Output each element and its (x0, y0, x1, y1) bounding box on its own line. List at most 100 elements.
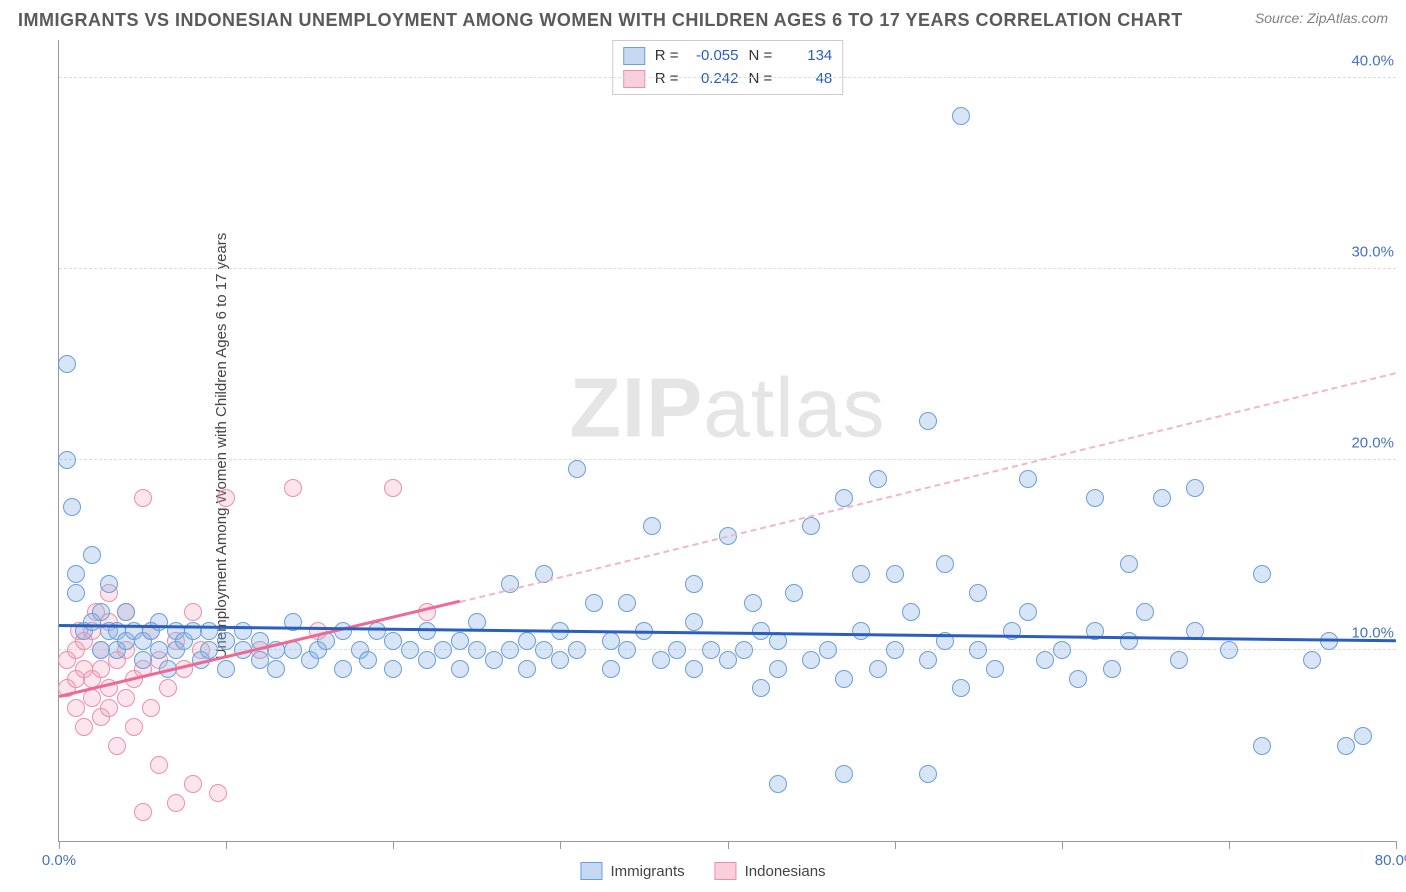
data-point (685, 660, 703, 678)
data-point (719, 651, 737, 669)
chart-title: IMMIGRANTS VS INDONESIAN UNEMPLOYMENT AM… (18, 10, 1183, 31)
data-point (702, 641, 720, 659)
r-value: -0.055 (689, 45, 739, 68)
data-point (418, 651, 436, 669)
r-value: 0.242 (689, 68, 739, 91)
stats-row-indonesians: R = 0.242 N = 48 (623, 68, 833, 91)
data-point (785, 584, 803, 602)
data-point (251, 651, 269, 669)
data-point (919, 765, 937, 783)
data-point (518, 660, 536, 678)
data-point (359, 651, 377, 669)
data-point (919, 412, 937, 430)
r-label: R = (655, 45, 679, 68)
data-point (668, 641, 686, 659)
data-point (384, 660, 402, 678)
data-point (618, 641, 636, 659)
correlation-stats-box: R = -0.055 N = 134 R = 0.242 N = 48 (612, 40, 844, 95)
data-point (100, 699, 118, 717)
data-point (134, 489, 152, 507)
x-tick (560, 841, 561, 849)
data-point (67, 699, 85, 717)
data-point (1354, 727, 1372, 745)
data-point (58, 451, 76, 469)
data-point (1337, 737, 1355, 755)
legend-label: Indonesians (745, 863, 826, 880)
grid-line (59, 459, 1396, 460)
data-point (63, 498, 81, 516)
data-point (150, 756, 168, 774)
data-point (602, 632, 620, 650)
data-point (769, 775, 787, 793)
data-point (986, 660, 1004, 678)
data-point (58, 355, 76, 373)
data-point (1053, 641, 1071, 659)
x-tick (226, 841, 227, 849)
data-point (1253, 737, 1271, 755)
data-point (568, 641, 586, 659)
data-point (234, 622, 252, 640)
data-point (835, 489, 853, 507)
data-point (368, 622, 386, 640)
data-point (468, 641, 486, 659)
grid-line (59, 268, 1396, 269)
data-point (1136, 603, 1154, 621)
data-point (1086, 489, 1104, 507)
data-point (835, 765, 853, 783)
data-point (1036, 651, 1054, 669)
watermark: ZIPatlas (569, 360, 885, 457)
swatch-blue-icon (623, 47, 645, 65)
data-point (384, 632, 402, 650)
n-value: 134 (782, 45, 832, 68)
data-point (685, 613, 703, 631)
x-tick (895, 841, 896, 849)
data-point (585, 594, 603, 612)
data-point (92, 641, 110, 659)
data-point (919, 651, 937, 669)
data-point (1069, 670, 1087, 688)
y-tick-label: 40.0% (1351, 53, 1398, 70)
data-point (869, 660, 887, 678)
y-tick-label: 20.0% (1351, 434, 1398, 451)
data-point (159, 679, 177, 697)
data-point (886, 641, 904, 659)
data-point (217, 660, 235, 678)
data-point (1186, 479, 1204, 497)
data-point (1253, 565, 1271, 583)
data-point (184, 775, 202, 793)
stats-row-immigrants: R = -0.055 N = 134 (623, 45, 833, 68)
x-tick-label: 80.0% (1375, 852, 1406, 869)
source-attribution: Source: ZipAtlas.com (1255, 10, 1388, 26)
x-tick (1229, 841, 1230, 849)
scatter-chart: ZIPatlas R = -0.055 N = 134 R = 0.242 N … (58, 40, 1396, 842)
data-point (886, 565, 904, 583)
data-point (902, 603, 920, 621)
data-point (936, 555, 954, 573)
data-point (67, 584, 85, 602)
data-point (384, 479, 402, 497)
x-tick (728, 841, 729, 849)
data-point (1103, 660, 1121, 678)
data-point (184, 603, 202, 621)
data-point (618, 594, 636, 612)
data-point (769, 660, 787, 678)
data-point (819, 641, 837, 659)
data-point (518, 632, 536, 650)
data-point (267, 660, 285, 678)
data-point (83, 546, 101, 564)
data-point (1019, 470, 1037, 488)
data-point (451, 660, 469, 678)
data-point (1120, 555, 1138, 573)
data-point (434, 641, 452, 659)
data-point (117, 689, 135, 707)
n-value: 48 (782, 68, 832, 91)
data-point (209, 784, 227, 802)
data-point (1019, 603, 1037, 621)
data-point (835, 670, 853, 688)
data-point (551, 651, 569, 669)
data-point (1120, 632, 1138, 650)
data-point (852, 565, 870, 583)
swatch-pink-icon (623, 70, 645, 88)
x-tick (1396, 841, 1397, 849)
data-point (100, 575, 118, 593)
